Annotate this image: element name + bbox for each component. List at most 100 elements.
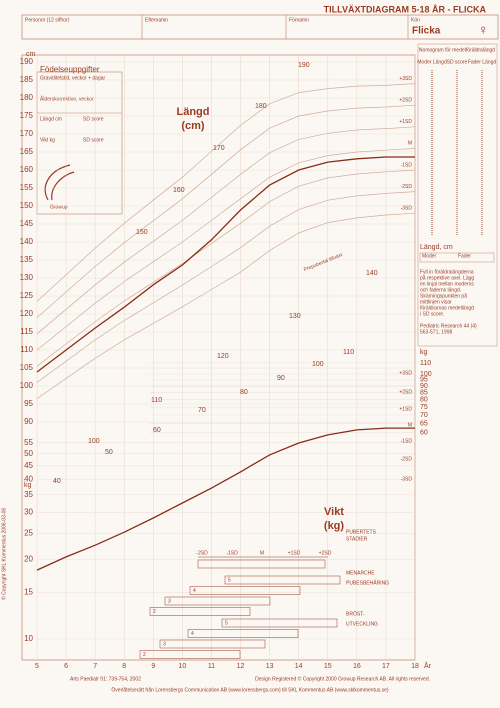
logo-mark bbox=[44, 164, 75, 201]
y2-tick-label: 20 bbox=[24, 554, 33, 563]
y-tick-label: 125 bbox=[20, 291, 34, 300]
nomogram-note: Fyll in föräldralängderna bbox=[420, 269, 474, 275]
y2-tick-label: 110 bbox=[420, 360, 431, 367]
puberty-row: PUBESBEHÅRING bbox=[346, 579, 389, 586]
nomogram-note: och faderns längd. bbox=[420, 287, 461, 293]
y-tick-label: 110 bbox=[20, 345, 33, 354]
puberty-title: PUBERTETS bbox=[346, 529, 377, 535]
patient-curve bbox=[36, 427, 415, 571]
x-tick-label: 12 bbox=[237, 663, 245, 670]
weight-title: (kg) bbox=[324, 520, 345, 532]
y-tick-label: 155 bbox=[20, 183, 34, 192]
field-label: Efternamn bbox=[145, 17, 168, 23]
puberty-scale: +2SD bbox=[319, 550, 332, 556]
weight-guide-label: 50 bbox=[105, 449, 113, 456]
x-tick-label: 7 bbox=[93, 663, 97, 670]
stage-box bbox=[149, 607, 251, 616]
stage-box bbox=[224, 575, 341, 585]
y2-tick-label: 30 bbox=[24, 508, 33, 517]
parent-field: Fader bbox=[458, 253, 471, 259]
nomogram-note: mittlinjen visar bbox=[420, 299, 452, 305]
y-tick-label: 175 bbox=[20, 111, 34, 120]
y2-tick-label: 40 bbox=[24, 475, 33, 484]
height-title: (cm) bbox=[181, 120, 205, 132]
birth-field: SD score bbox=[83, 116, 104, 122]
nomogram-note: på respektive axel. Lägg bbox=[420, 274, 474, 281]
y2-tick-label: 100 bbox=[420, 371, 432, 378]
nomogram-title: Nomogram för medelföräldralängd bbox=[419, 47, 495, 53]
x-tick-label: 9 bbox=[151, 663, 155, 670]
y2-tick-label: 80 bbox=[420, 396, 428, 403]
y-tick-label: 145 bbox=[20, 219, 34, 228]
y2-tick-label: 45 bbox=[24, 461, 33, 470]
parent-fields bbox=[419, 252, 495, 263]
puberty-row: MENARCHE bbox=[346, 570, 375, 576]
field-label: Personnr (12 siffror) bbox=[25, 17, 70, 23]
birth-field: Längd cm bbox=[40, 116, 62, 122]
page-title: TILLVÄXTDIAGRAM 5-18 ÅR - FLICKA bbox=[324, 4, 487, 14]
stage-box bbox=[187, 629, 299, 638]
x-tick-label: 15 bbox=[324, 663, 332, 670]
y2-tick-label: 85 bbox=[420, 390, 428, 397]
weight-sd-label: -1SD bbox=[401, 438, 413, 444]
series-label: -2SD bbox=[401, 184, 413, 190]
side-text: © Copyright SKL Kommentus 2006-03-06 bbox=[0, 508, 7, 600]
series-label: +3SD bbox=[399, 76, 412, 82]
y-tick-label: 105 bbox=[20, 363, 34, 372]
stage-label: 4 bbox=[191, 631, 194, 637]
y-tick-label: 115 bbox=[20, 327, 33, 336]
y2-tick-label: 75 bbox=[420, 404, 428, 411]
y-tick-label: 120 bbox=[20, 309, 34, 318]
weight-title: Vikt bbox=[324, 506, 344, 518]
reference-curve bbox=[36, 126, 416, 335]
reference-curve bbox=[36, 104, 416, 318]
x-tick-label: 18 bbox=[411, 663, 419, 670]
weight-sd-label: -3SD bbox=[401, 476, 413, 482]
x-tick-label: 10 bbox=[178, 663, 186, 670]
weight-sd-label: +1SD bbox=[399, 406, 412, 412]
y2-axis-label: kg bbox=[420, 349, 428, 356]
y2-tick-label: 60 bbox=[420, 430, 428, 437]
weight-guide-label: 70 bbox=[198, 407, 206, 414]
weight-sd-label: +3SD bbox=[399, 370, 412, 376]
footer-right: Design Registered © Copyright 2000 Growu… bbox=[255, 675, 430, 682]
y2-tick-label: 55 bbox=[24, 438, 33, 447]
nomogram-note: i SD score. bbox=[420, 311, 444, 317]
y2-tick-label: 70 bbox=[420, 412, 428, 419]
stage-label: 3 bbox=[163, 641, 166, 647]
height-guide-label: 140 bbox=[366, 270, 378, 277]
stage-box bbox=[139, 650, 241, 659]
stage-box bbox=[189, 586, 301, 595]
logo-text: Growup bbox=[50, 204, 68, 210]
weight-guide-label: 90 bbox=[277, 375, 285, 382]
height-guide-label: 160 bbox=[173, 187, 185, 194]
weight-sd-label: M bbox=[408, 422, 412, 428]
series-label: -3SD bbox=[401, 206, 413, 212]
y-tick-label: 95 bbox=[24, 399, 33, 408]
stage-label: 5 bbox=[225, 620, 228, 626]
x-tick-label: 5 bbox=[35, 663, 39, 670]
nomogram-column: Moder Längd bbox=[417, 59, 447, 65]
y-tick-label: 180 bbox=[20, 93, 34, 102]
series-label: +2SD bbox=[399, 98, 412, 104]
puberty-scale: -2SD bbox=[196, 550, 208, 556]
puberty-scale: M bbox=[260, 550, 264, 556]
series-label: +1SD bbox=[399, 119, 412, 125]
x-tick-label: 13 bbox=[266, 663, 274, 670]
height-guide-label: 130 bbox=[289, 313, 301, 320]
menarche-box bbox=[197, 559, 326, 569]
reference-curve bbox=[36, 212, 416, 399]
height-guide-label: 180 bbox=[255, 103, 267, 110]
weight-guide-label: 80 bbox=[240, 389, 248, 396]
birth-line: Ålderskorrektion, veckor bbox=[40, 95, 94, 102]
y-tick-label: 90 bbox=[24, 417, 33, 426]
y2-axis-label: kg bbox=[24, 482, 32, 489]
stage-label: 4 bbox=[193, 588, 196, 594]
patient-curve bbox=[36, 156, 415, 373]
nomogram-note: föräldrarnas medellängd bbox=[420, 305, 474, 311]
sex-symbol: ♀ bbox=[478, 22, 489, 38]
series-label: M bbox=[408, 141, 412, 147]
weight-guide-label: 40 bbox=[53, 478, 61, 485]
birth-line: Graviditetstid, veckor + dagar bbox=[40, 75, 106, 81]
